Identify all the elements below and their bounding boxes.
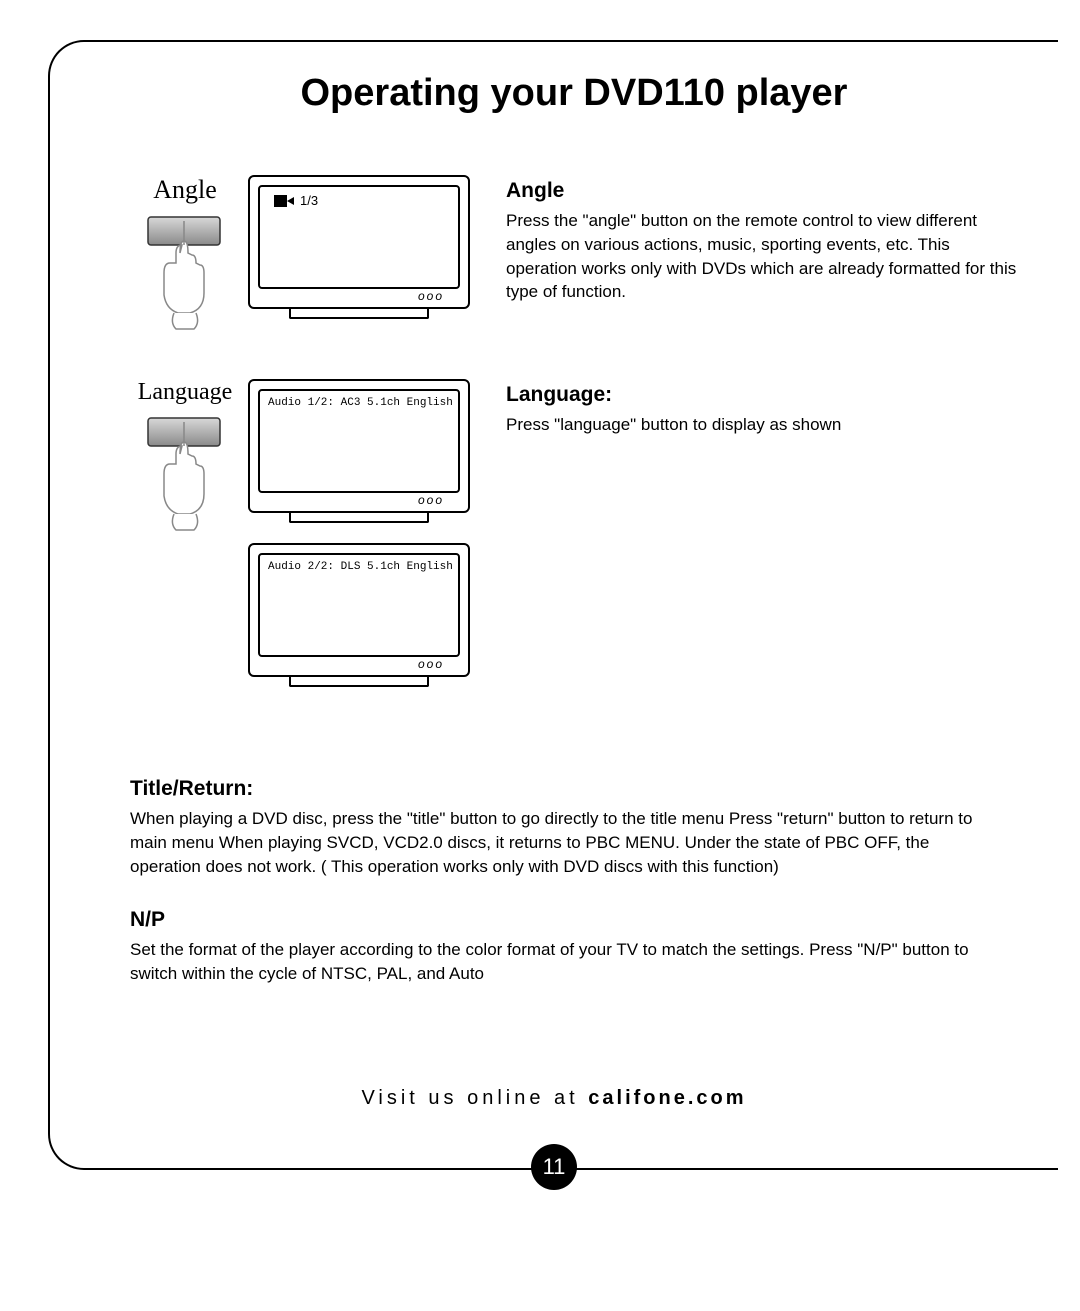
language-osd-1: Audio 1/2: AC3 5.1ch English <box>268 397 450 409</box>
footer-prefix: Visit us online at <box>361 1087 588 1109</box>
remote-button-language-icon <box>140 414 230 534</box>
camera-icon <box>274 195 294 207</box>
tv-vents-icon: ooo <box>418 657 444 671</box>
np-section: N/P Set the format of the player accordi… <box>130 908 1018 986</box>
footer: Visit us online at califone.com <box>50 1087 1058 1110</box>
angle-osd-text: 1/3 <box>300 193 318 208</box>
language-description: Language: Press "language" button to dis… <box>506 379 1018 437</box>
tv-vents-icon: ooo <box>418 493 444 507</box>
angle-osd: 1/3 <box>274 193 450 208</box>
title-return-heading: Title/Return: <box>130 777 988 801</box>
page-number-badge: 11 <box>531 1144 577 1190</box>
remote-button-angle-icon <box>140 213 230 333</box>
page-number: 11 <box>543 1154 566 1180</box>
language-text: Press "language" button to display as sh… <box>506 413 1018 437</box>
angle-description: Angle Press the "angle" button on the re… <box>506 175 1018 304</box>
footer-link-text: califone.com <box>588 1087 746 1109</box>
language-tv1-icon: Audio 1/2: AC3 5.1ch English ooo <box>248 379 470 523</box>
angle-tv-icon: 1/3 ooo <box>248 175 470 319</box>
np-heading: N/P <box>130 908 988 932</box>
tv-vents-icon: ooo <box>418 289 444 303</box>
language-button-column: Language <box>130 379 240 534</box>
title-return-section: Title/Return: When playing a DVD disc, p… <box>130 777 1018 878</box>
language-heading: Language: <box>506 383 1018 407</box>
angle-tv-column: 1/3 ooo <box>248 175 478 339</box>
angle-row: Angle 1/3 <box>130 175 1018 339</box>
page-frame: Operating your DVD110 player Angle <box>48 40 1058 1170</box>
title-return-text: When playing a DVD disc, press the "titl… <box>130 807 988 878</box>
angle-text: Press the "angle" button on the remote c… <box>506 209 1018 304</box>
language-button-label: Language <box>130 379 240 406</box>
language-tv-column: Audio 1/2: AC3 5.1ch English ooo Audio 2… <box>248 379 478 707</box>
angle-button-column: Angle <box>130 175 240 333</box>
page-title: Operating your DVD110 player <box>130 72 1018 115</box>
np-text: Set the format of the player according t… <box>130 938 988 986</box>
angle-button-label: Angle <box>130 175 240 205</box>
language-tv2-icon: Audio 2/2: DLS 5.1ch English ooo <box>248 543 470 687</box>
angle-heading: Angle <box>506 179 1018 203</box>
language-row: Language Audio 1/2: AC3 5.1ch English oo… <box>130 379 1018 707</box>
language-osd-2: Audio 2/2: DLS 5.1ch English <box>268 561 450 573</box>
